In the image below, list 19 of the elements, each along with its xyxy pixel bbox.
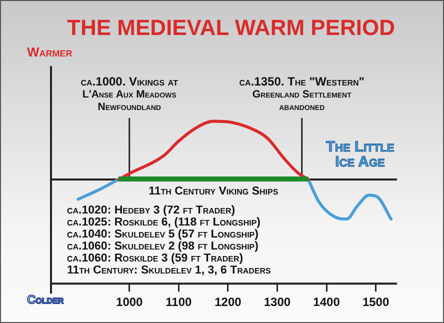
x-tick-label: 1200 — [214, 295, 242, 310]
x-tick-label: 1100 — [166, 295, 192, 310]
text: ca.1060: Skuldelev 2 (98 ft Longship) — [67, 240, 259, 253]
annotation: ca.1020: Hedeby 3 (72 ft Trader) — [67, 204, 236, 217]
chart-title: THE MEDIEVAL WARM PERIOD — [67, 15, 395, 40]
text: ca.1060: Roskilde 3 (59 ft Trader) — [67, 252, 244, 265]
ref-line-label: ca.1350. The "Western" Greenland Settlement abandoned — [239, 74, 364, 113]
x-tick-label: 1300 — [264, 295, 291, 310]
ref-line-label: ca.1000. Vikings at L'Anse Aux Meadows Newfoundland — [80, 74, 178, 113]
x-tick-label: 1500 — [362, 295, 390, 310]
annotation: ca.1025: Roskilde 6, (118 ft Longship) — [67, 216, 261, 229]
x-tick-label: 1000 — [116, 295, 144, 310]
band-label: 11th Century Viking Ships — [148, 186, 279, 198]
series-label: The Little Ice Age — [326, 138, 394, 171]
x-tick-label: 1400 — [313, 295, 340, 310]
text: 11th Century: Skuldelev 1, 3, 6 Traders — [67, 264, 272, 277]
text: Warmer — [27, 44, 73, 60]
text: ca.1040: Skuldelev 5 (57 ft Longship) — [67, 228, 259, 241]
text: Colder — [27, 292, 64, 306]
